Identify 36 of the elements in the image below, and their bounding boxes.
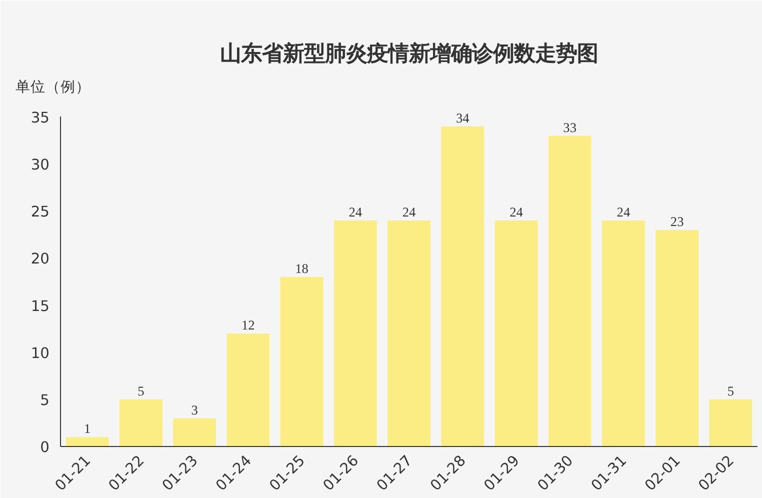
bar <box>280 277 324 446</box>
data-label: 24 <box>616 204 630 220</box>
data-label: 5 <box>138 383 145 398</box>
data-label: 1 <box>84 421 91 436</box>
data-label: 33 <box>563 120 577 135</box>
bar <box>441 126 484 446</box>
y-tick-label: 0 <box>40 439 50 456</box>
data-label: 5 <box>727 383 734 398</box>
data-label: 23 <box>670 214 684 229</box>
bar <box>548 136 592 446</box>
y-tick-label: 35 <box>30 109 50 126</box>
bar <box>334 220 377 446</box>
data-label: 24 <box>348 204 362 220</box>
data-label: 3 <box>191 402 198 418</box>
data-label: 34 <box>456 110 470 126</box>
y-tick-label: 30 <box>30 156 50 174</box>
bar <box>226 334 270 446</box>
y-tick-label: 25 <box>30 204 50 221</box>
y-tick-label: 5 <box>40 392 50 409</box>
data-label: 18 <box>295 261 309 276</box>
data-label: 24 <box>402 204 416 220</box>
data-label: 24 <box>510 204 524 220</box>
chart-title: 山东省新型肺炎疫情新增确诊例数走势图 <box>220 42 598 66</box>
bar <box>602 220 645 446</box>
y-tick-label: 10 <box>30 344 50 362</box>
bar <box>656 230 699 446</box>
bar <box>119 399 162 446</box>
y-axis-title: 单位（例） <box>16 78 90 96</box>
bar <box>173 418 216 446</box>
y-tick-label: 15 <box>30 298 50 315</box>
data-label: 12 <box>241 318 255 333</box>
bar <box>388 220 430 446</box>
bar <box>709 399 752 446</box>
bar <box>66 437 109 446</box>
y-tick-label: 20 <box>30 250 50 268</box>
bar <box>494 220 538 446</box>
